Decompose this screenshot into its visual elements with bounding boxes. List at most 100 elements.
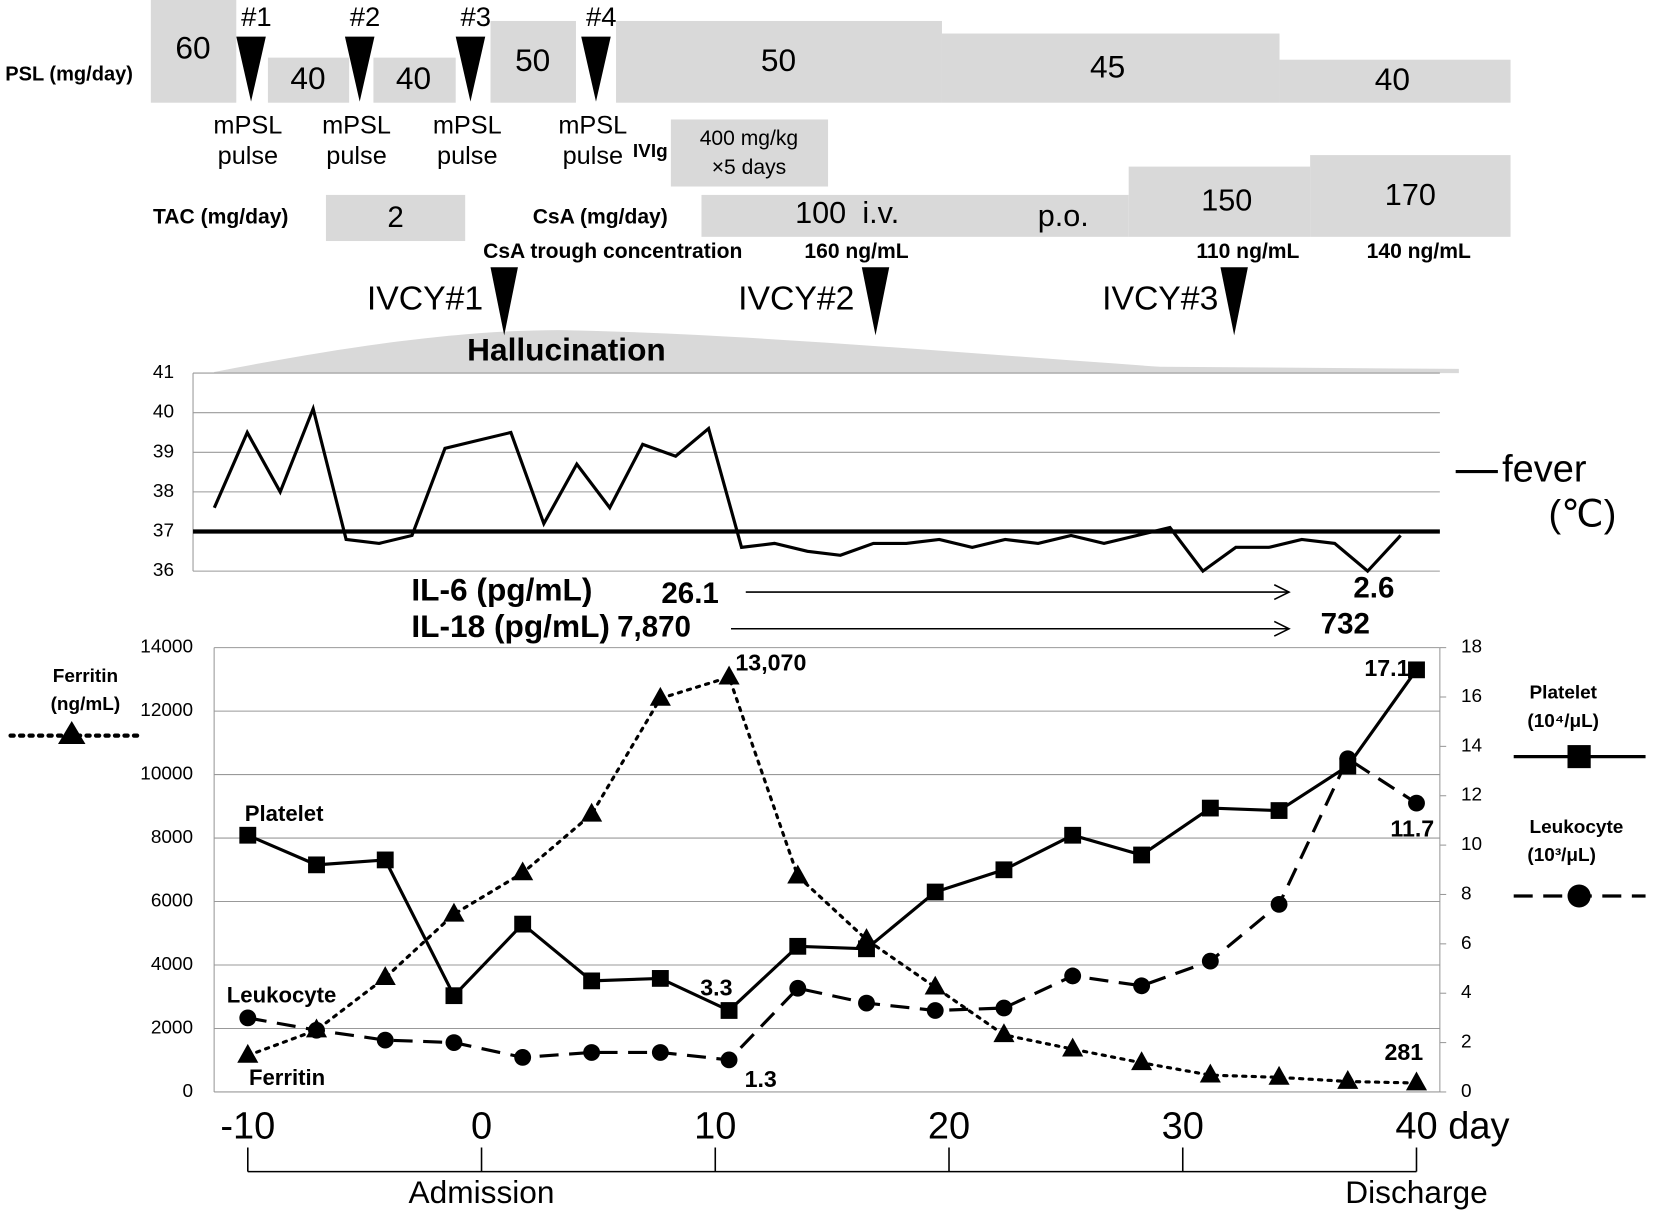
- y2-tick-label: 12: [1461, 785, 1482, 806]
- square-marker: [720, 1002, 738, 1019]
- square-marker: [789, 937, 807, 955]
- series-line: [247, 668, 1418, 1013]
- cytokine-end: 2.6: [1353, 572, 1394, 605]
- legend-label: Leukocyte: [1530, 817, 1624, 838]
- circle-marker: [583, 1044, 601, 1061]
- series-line: [212, 403, 1402, 574]
- square-marker: [1270, 802, 1288, 819]
- ivcy-label: IVCY#2: [738, 281, 854, 318]
- psl-dose-box: [490, 20, 576, 103]
- square-marker: [1064, 826, 1082, 844]
- triangle-marker: [581, 802, 603, 822]
- ivig-label: IVIg: [633, 141, 668, 162]
- circle-marker: [1064, 967, 1082, 985]
- ivcy-marker: [490, 267, 518, 336]
- circle-marker: [445, 1034, 463, 1051]
- pulse-sub: pulse: [326, 142, 386, 170]
- circle-marker: [308, 1021, 325, 1039]
- y-tick-label: 14000: [140, 637, 193, 658]
- pulse-number: #3: [460, 1, 491, 32]
- ivcy-marker: [1220, 267, 1248, 336]
- circle-marker: [1201, 952, 1219, 970]
- psl-dose: 40: [290, 60, 325, 96]
- triangle-marker: [1405, 1071, 1428, 1091]
- triangle-marker: [512, 861, 534, 881]
- series-line: [246, 675, 1419, 1085]
- hallucination-band: [214, 330, 1459, 374]
- triangle-marker: [1337, 1069, 1359, 1089]
- legend-unit: (℃): [1549, 494, 1617, 536]
- triangle-marker: [1268, 1065, 1290, 1085]
- csa-dose: 170: [1385, 178, 1436, 212]
- psl-dose-box: [150, 0, 237, 103]
- triangle-marker: [1131, 1051, 1153, 1071]
- legend-marker: [1567, 884, 1591, 908]
- cytokine-label: IL-6 (pg/mL): [411, 571, 592, 607]
- circle-marker: [1339, 750, 1357, 768]
- circle-marker: [926, 1002, 944, 1019]
- cytokine-label: IL-18 (pg/mL): [411, 608, 610, 644]
- trough-value: 160 ng/mL: [804, 240, 908, 263]
- value-label: 17.1: [1364, 655, 1409, 681]
- csa-route: i.v.: [862, 196, 899, 230]
- value-label: 1.3: [745, 1066, 777, 1092]
- ivcy-label: IVCY#3: [1102, 281, 1218, 318]
- pulse-label: mPSL: [558, 112, 627, 140]
- y2-tick-label: 0: [1461, 1081, 1472, 1102]
- y-tick-label: 2000: [151, 1018, 193, 1039]
- triangle-marker: [374, 966, 396, 986]
- pulse-marker: [455, 36, 486, 102]
- tac-box: [325, 194, 466, 242]
- triangle-marker: [649, 686, 671, 706]
- y-tick-label: 38: [153, 481, 174, 502]
- y2-tick-label: 18: [1461, 637, 1482, 658]
- y-tick-label: 39: [153, 441, 174, 462]
- psl-dose-box: [941, 33, 1280, 103]
- circle-marker: [1408, 794, 1425, 812]
- x-tick-label: 40: [1395, 1106, 1437, 1148]
- y-tick-label: 6000: [151, 891, 193, 912]
- value-label: 3.3: [700, 975, 732, 1001]
- triangle-marker: [443, 902, 465, 922]
- y-tick-label: 37: [153, 521, 174, 542]
- square-marker: [376, 851, 394, 869]
- arrow-head: [1273, 584, 1291, 601]
- circle-marker: [239, 1009, 257, 1027]
- pulse-marker: [236, 36, 266, 102]
- square-marker: [1133, 846, 1151, 864]
- legend-label: Platelet: [1530, 683, 1598, 704]
- square-marker: [995, 861, 1013, 879]
- pulse-sub: pulse: [437, 142, 497, 170]
- cytokine-start: 26.1: [661, 577, 718, 610]
- psl-dose: 40: [1375, 61, 1410, 97]
- psl-dose-box: [373, 57, 456, 103]
- psl-dose: 50: [761, 42, 796, 78]
- y2-tick-label: 14: [1461, 735, 1482, 756]
- arrow-head: [1273, 620, 1291, 637]
- circle-marker: [1270, 895, 1288, 913]
- value-label: 13,070: [735, 650, 806, 676]
- y-tick-label: 8000: [151, 827, 193, 848]
- circle-marker: [720, 1051, 738, 1069]
- psl-dose-box: [267, 57, 350, 103]
- triangle-marker: [993, 1023, 1015, 1043]
- pulse-number: #2: [350, 1, 381, 32]
- pulse-marker: [344, 36, 375, 102]
- csa-dose: 100: [795, 196, 846, 230]
- y-tick-label: 10000: [140, 764, 193, 785]
- ivig-box: [670, 119, 829, 187]
- csa-label: CsA (mg/day): [533, 206, 668, 229]
- y2-tick-label: 10: [1461, 834, 1482, 855]
- pulse-label: mPSL: [433, 112, 502, 140]
- circle-marker: [995, 999, 1013, 1017]
- square-marker: [1408, 661, 1425, 679]
- y2-tick-label: 6: [1461, 933, 1472, 954]
- x-axis-label: day: [1448, 1106, 1509, 1148]
- triangle-marker: [718, 665, 740, 685]
- psl-dose: 60: [175, 30, 210, 66]
- csa-box: [1310, 155, 1511, 237]
- square-marker: [583, 972, 601, 990]
- psl-dose-box: [1279, 59, 1511, 103]
- circle-marker: [1133, 977, 1151, 995]
